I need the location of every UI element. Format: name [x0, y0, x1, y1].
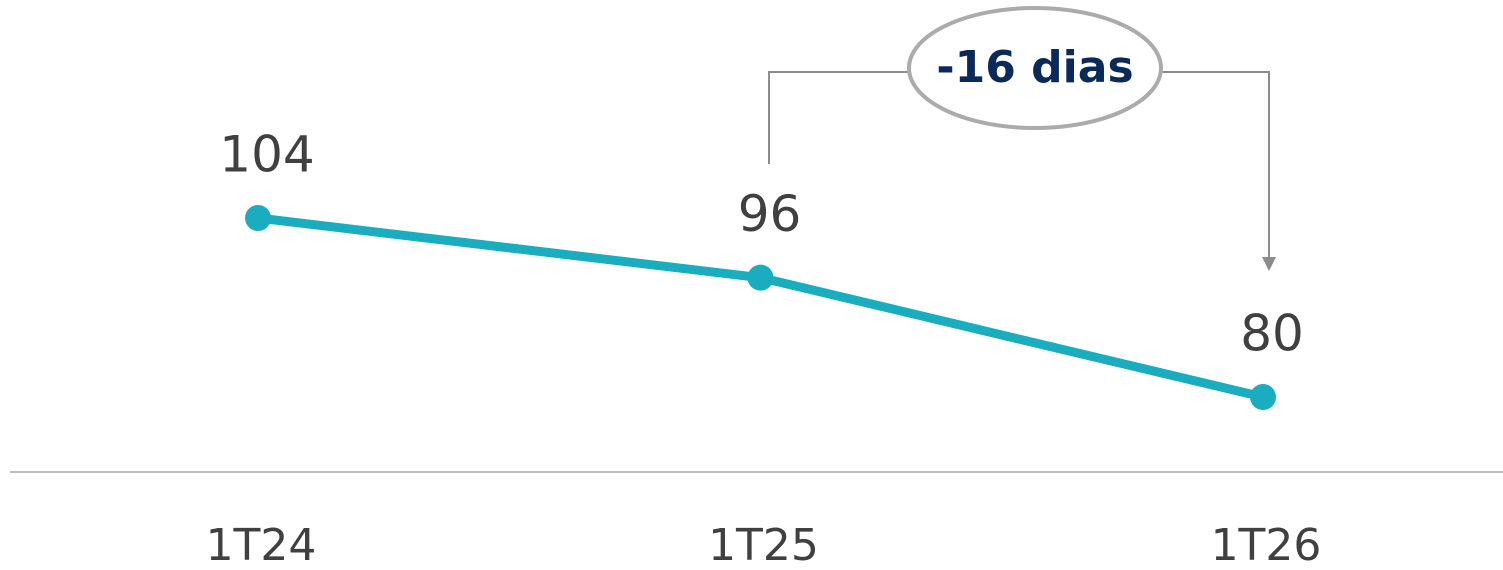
x-tick-label: 1T25	[708, 520, 819, 570]
data-label: 104	[219, 126, 314, 184]
data-label: 96	[738, 185, 802, 243]
data-point	[1250, 384, 1276, 410]
x-tick-label: 1T26	[1211, 520, 1322, 570]
data-point	[245, 205, 271, 231]
bracket-right	[1160, 71, 1270, 258]
annotation-ellipse	[907, 6, 1163, 130]
annotation-bracket	[768, 71, 1270, 258]
data-line	[257, 213, 1265, 402]
bracket-left	[768, 71, 910, 164]
x-tick-label: 1T24	[206, 520, 317, 570]
data-point	[747, 264, 774, 291]
annotation: -16 dias	[936, 42, 1133, 93]
data-label: 80	[1240, 305, 1304, 363]
arrow-head	[1262, 257, 1276, 271]
